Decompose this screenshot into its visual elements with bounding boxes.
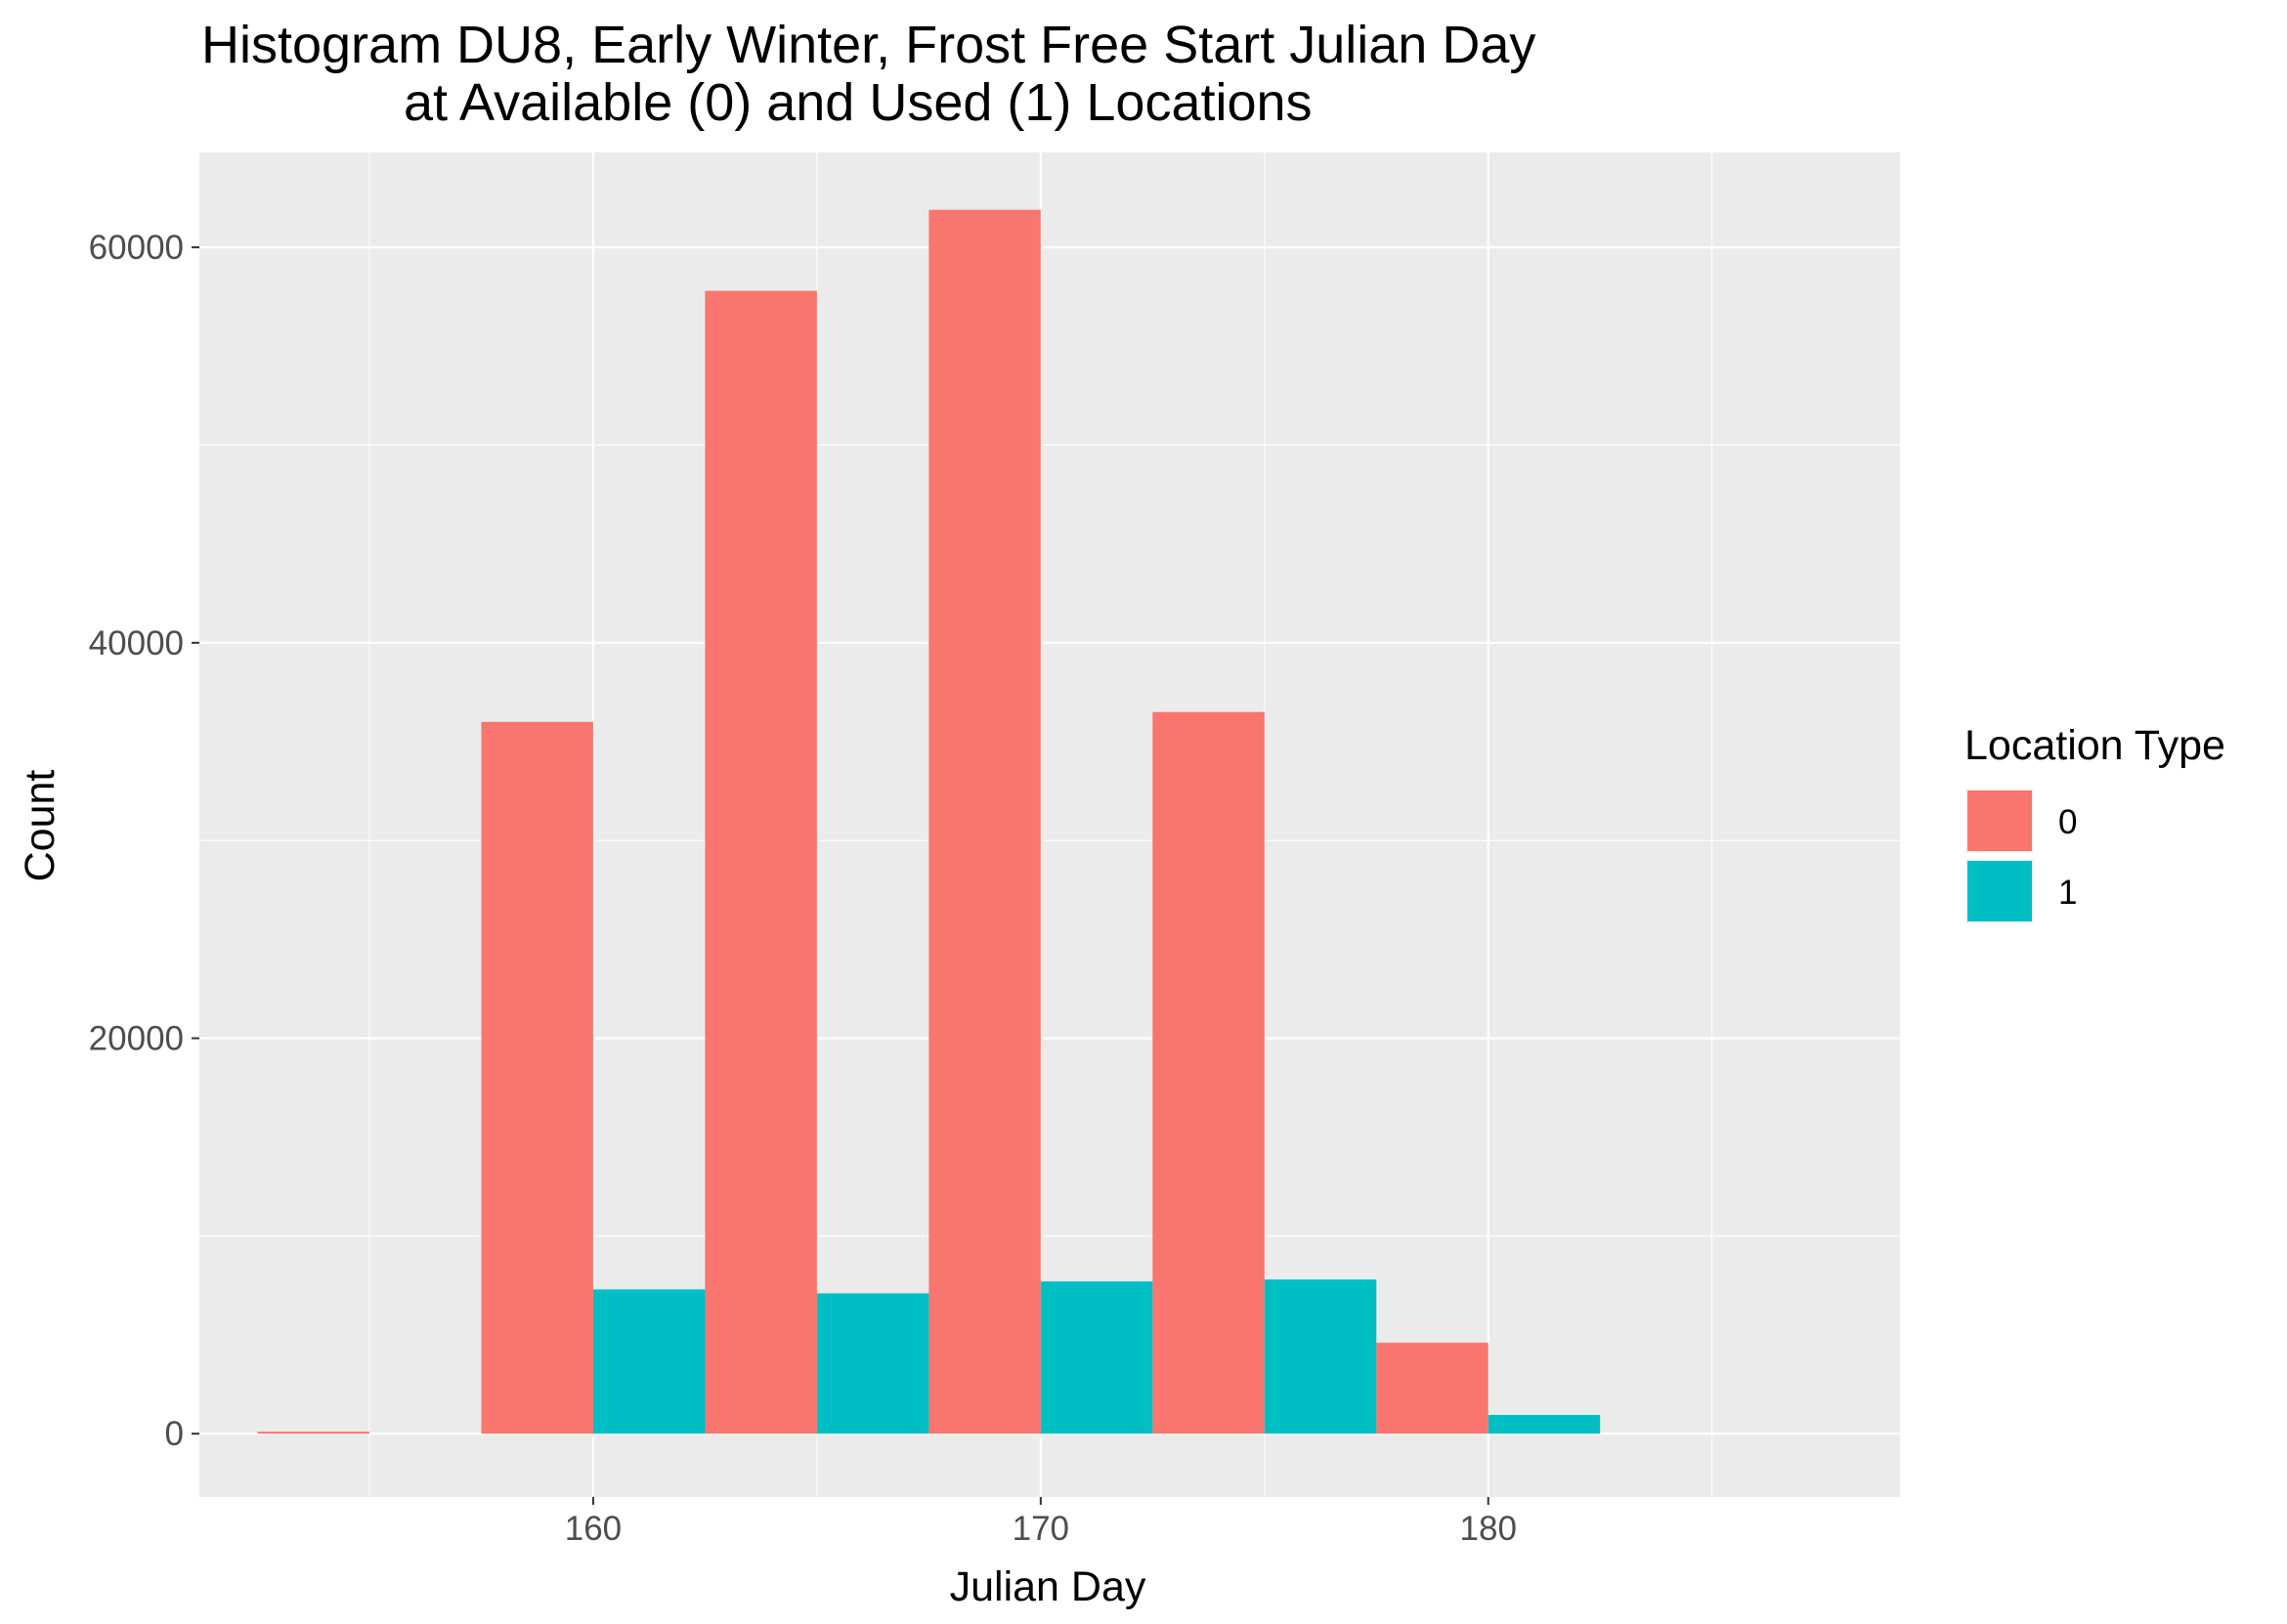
legend-label-1: 1 <box>2058 874 2077 912</box>
legend-swatch-0 <box>1967 791 2032 851</box>
x-axis-ticks: 160 170 180 <box>565 1497 1517 1548</box>
bars <box>257 209 1601 1434</box>
x-tick-label: 170 <box>1013 1510 1069 1548</box>
y-tick-label: 40000 <box>89 624 184 662</box>
bar-series-0-bin-160 <box>481 721 593 1434</box>
bar-series-1-bin-165 <box>816 1293 929 1434</box>
chart-title-line-1: Histogram DU8, Early Winter, Frost Free … <box>201 16 1535 74</box>
x-axis-title: Julian Day <box>950 1563 1146 1610</box>
y-axis-ticks: 0 20000 40000 60000 <box>89 229 199 1453</box>
bar-series-0-bin-165 <box>705 290 817 1434</box>
x-tick-label: 180 <box>1460 1510 1517 1548</box>
bar-series-0-bin-180 <box>1376 1343 1489 1434</box>
bar-series-1-bin-160 <box>592 1289 706 1434</box>
legend-label-0: 0 <box>2058 803 2077 841</box>
bar-series-0-bin-155 <box>257 1432 369 1434</box>
y-tick-label: 0 <box>165 1415 184 1453</box>
y-tick-label: 20000 <box>89 1020 184 1058</box>
bar-series-1-bin-170 <box>1040 1281 1153 1434</box>
bar-series-1-bin-175 <box>1264 1279 1377 1434</box>
legend: Location Type 0 1 <box>1964 722 2225 923</box>
chart-title-line-2: at Available (0) and Used (1) Locations <box>404 73 1313 132</box>
bar-series-0-bin-170 <box>928 209 1041 1434</box>
bar-series-0-bin-175 <box>1152 711 1265 1434</box>
x-tick-label: 160 <box>565 1510 622 1548</box>
legend-title: Location Type <box>1964 722 2225 769</box>
y-tick-label: 60000 <box>89 229 184 267</box>
y-axis-title: Count <box>17 770 64 882</box>
legend-swatch-1 <box>1967 861 2032 921</box>
bar-series-1-bin-180 <box>1488 1415 1601 1434</box>
